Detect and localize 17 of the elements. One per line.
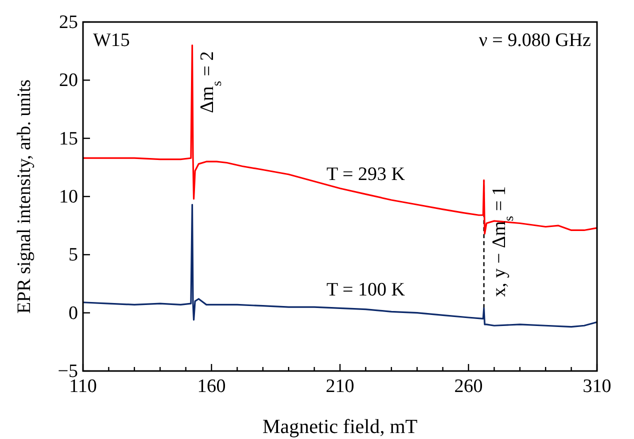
x-tick-label: 260 <box>454 376 483 397</box>
y-tick-label: 15 <box>59 128 78 150</box>
x-tick-label: 310 <box>582 376 612 397</box>
annotation: W15 <box>93 30 130 51</box>
y-tick-label: 20 <box>59 70 78 92</box>
series-label: T = 293 K <box>326 164 406 186</box>
annotation: ν = 9.080 GHz <box>478 30 591 51</box>
x-tick-label: 110 <box>69 376 97 397</box>
y-tick-label: 25 <box>59 12 78 33</box>
y-axis-title: EPR signal intensity, arb. units <box>14 79 35 314</box>
x-tick-label: 210 <box>326 376 354 397</box>
series-label: T = 100 K <box>326 279 406 300</box>
y-tick-label: 5 <box>68 244 78 266</box>
y-tick-label: 10 <box>59 186 78 208</box>
x-tick-label: 160 <box>197 376 226 397</box>
y-tick-label: 0 <box>68 302 78 324</box>
x-axis-title: Magnetic field, mT <box>262 416 418 438</box>
